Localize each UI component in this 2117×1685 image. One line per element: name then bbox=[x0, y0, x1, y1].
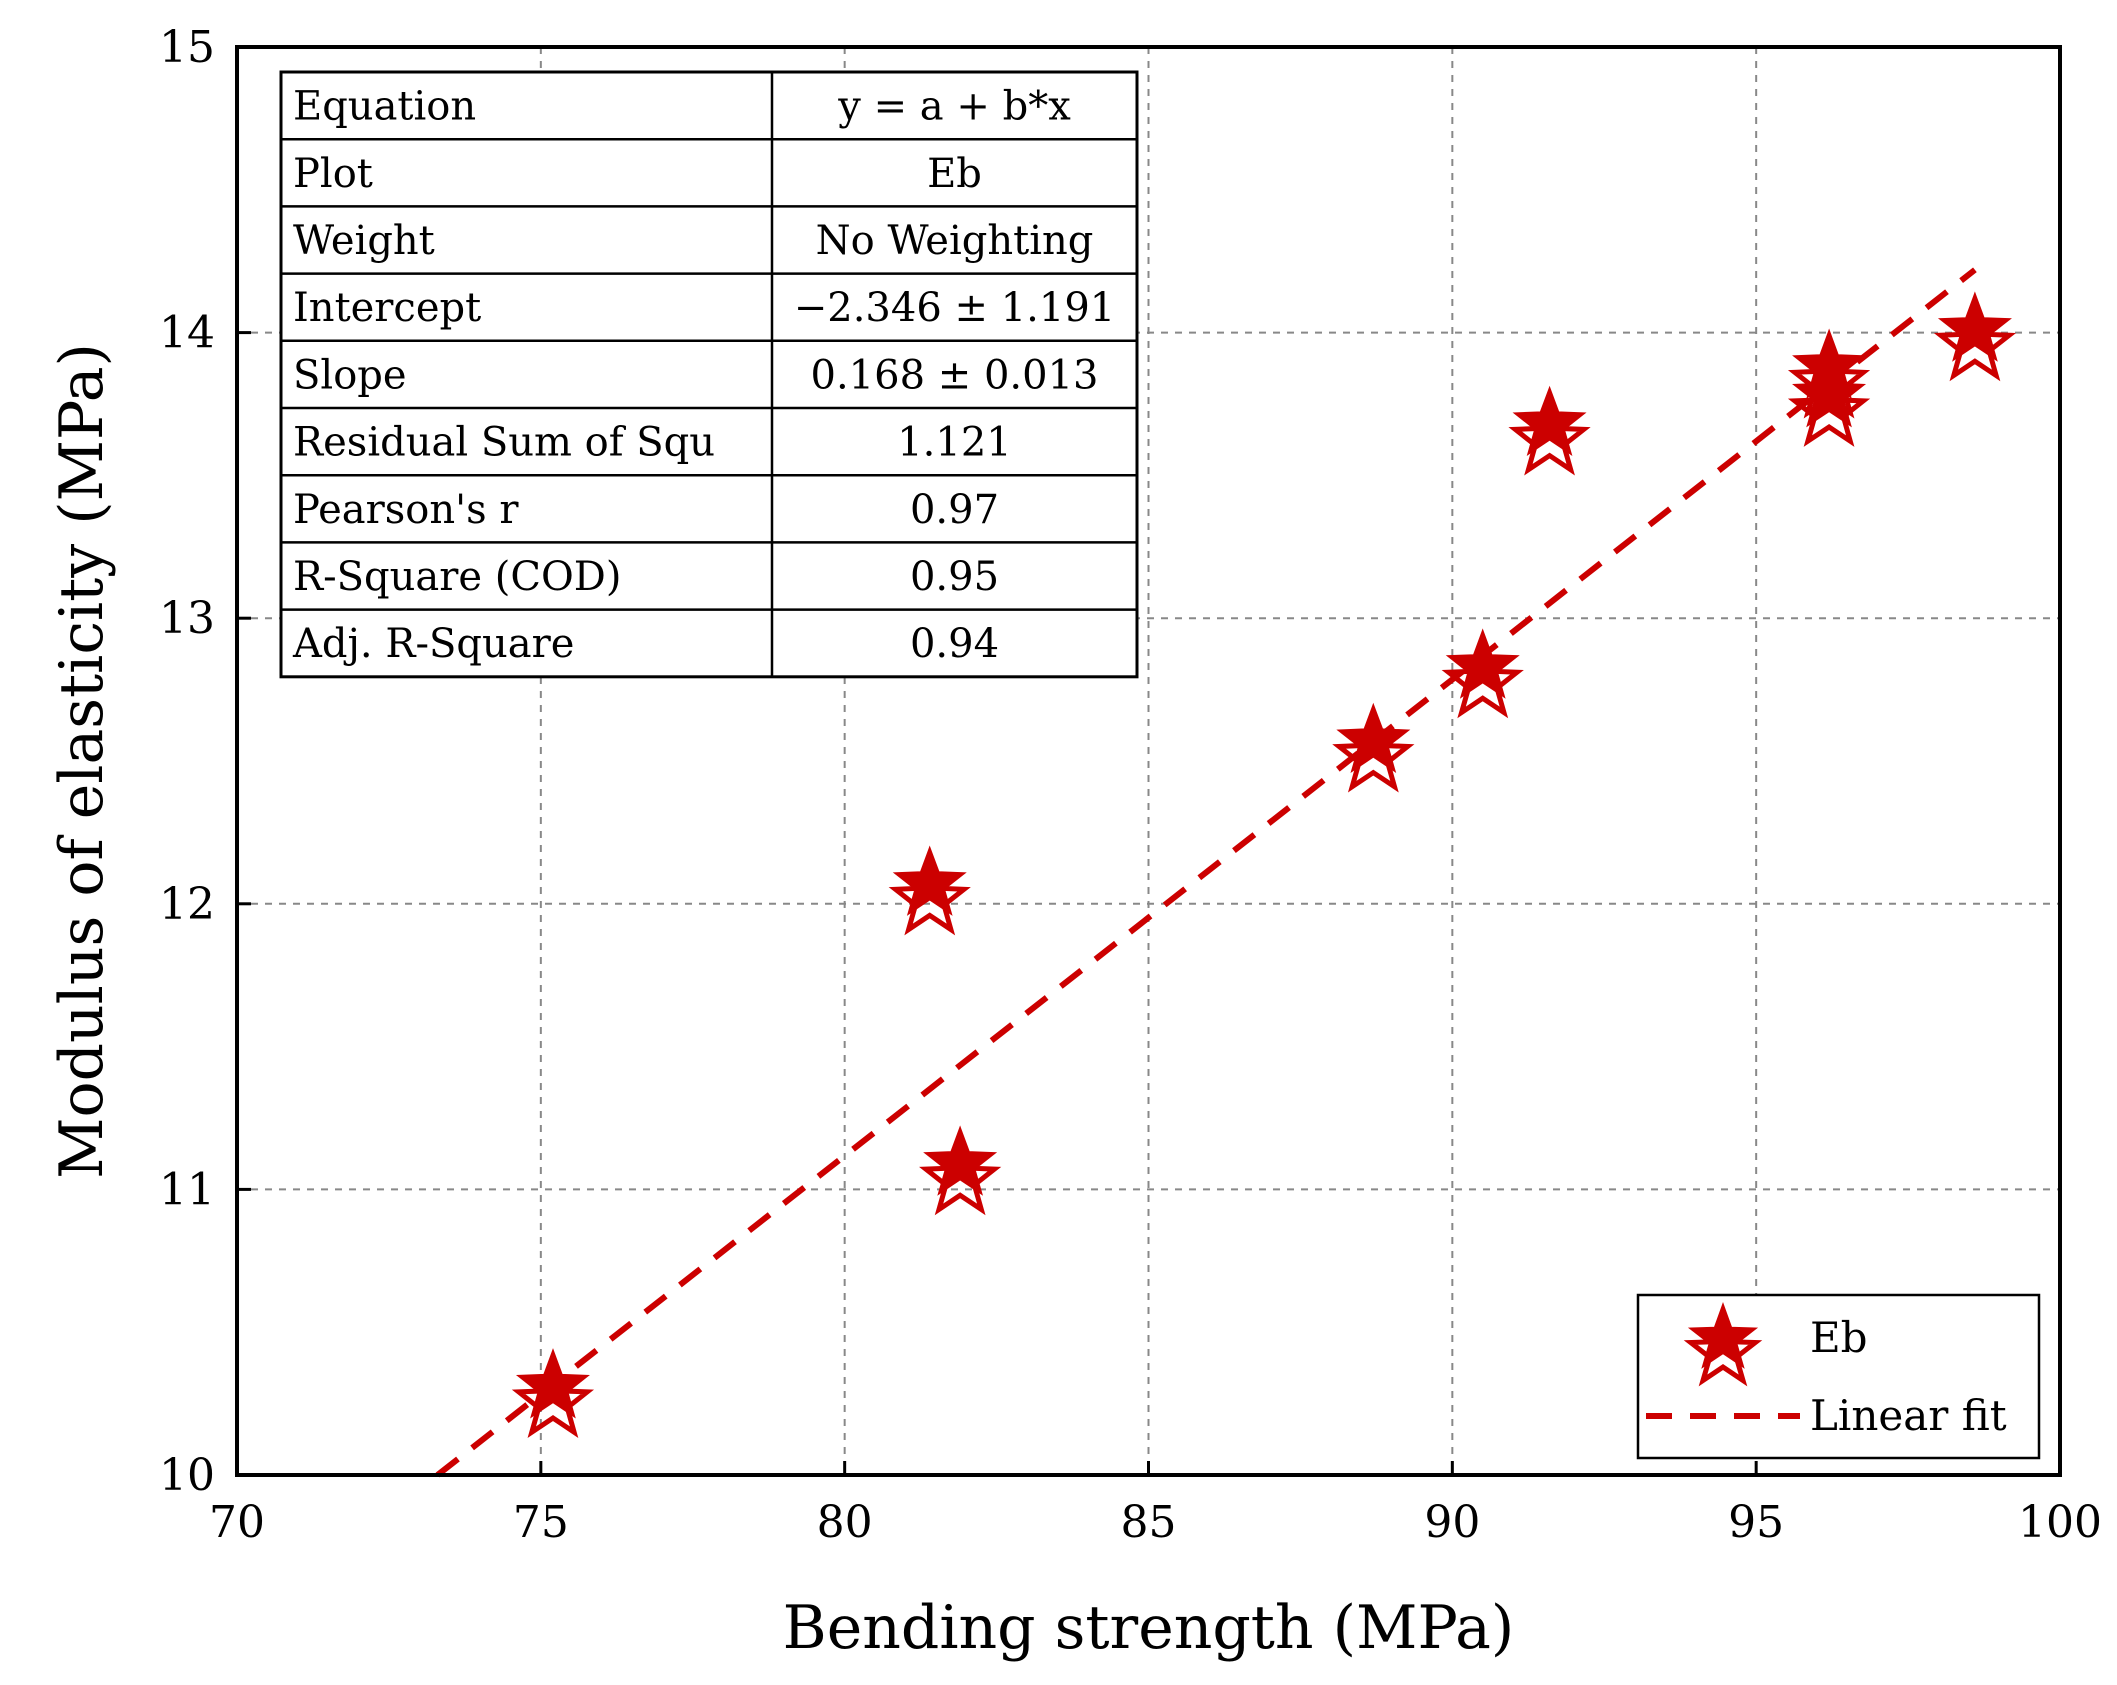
x-tick-label: 100 bbox=[2018, 1497, 2102, 1548]
data-point-star bbox=[1512, 385, 1587, 457]
y-axis-title: Modulus of elasticity (MPa) bbox=[47, 343, 117, 1179]
data-points bbox=[511, 291, 2017, 1439]
data-point-star-outline bbox=[919, 1137, 1002, 1216]
table-cell-label: Equation bbox=[293, 84, 476, 130]
data-point-star bbox=[892, 845, 967, 916]
legend-marker-star bbox=[1687, 1302, 1759, 1369]
data-point-star bbox=[1336, 702, 1411, 774]
table-cell-value: 1.121 bbox=[897, 420, 1012, 466]
x-tick-label: 70 bbox=[209, 1497, 265, 1548]
x-tick-label: 95 bbox=[1728, 1497, 1784, 1548]
legend-label: Linear fit bbox=[1810, 1391, 2007, 1440]
table-cell-value: 0.97 bbox=[910, 487, 999, 533]
table-cell-label: Adj. R-Square bbox=[292, 621, 574, 667]
axis-ticks: 70 75 80 85 90 95 100 10 11 12 13 14 15 bbox=[159, 22, 2102, 1548]
table-cell-label: Slope bbox=[293, 352, 407, 398]
table-cell-value: 0.95 bbox=[910, 554, 999, 600]
data-point-star bbox=[923, 1125, 998, 1196]
y-tick-label: 13 bbox=[159, 593, 215, 644]
x-axis-title: Bending strength (MPa) bbox=[783, 1593, 1515, 1663]
fit-results-table: Equation y = a + b*x Plot Eb Weight No Weight… bbox=[279, 70, 1139, 679]
table-cell-label: Weight bbox=[293, 218, 435, 264]
data-point-star bbox=[1792, 357, 1867, 428]
table-border bbox=[279, 70, 1139, 679]
fit-line bbox=[435, 267, 1977, 1478]
data-point-star-outline bbox=[1332, 714, 1415, 793]
y-tick-label: 10 bbox=[159, 1450, 215, 1501]
x-tick-label: 90 bbox=[1424, 1497, 1480, 1548]
legend-marker-star-outline bbox=[1683, 1311, 1763, 1387]
table-cell-label: Pearson's r bbox=[293, 487, 519, 533]
y-tick-label: 12 bbox=[159, 879, 215, 930]
table-cell-value: 0.94 bbox=[910, 621, 999, 667]
data-point-star-outline bbox=[1508, 397, 1591, 476]
data-point-star-outline bbox=[1441, 640, 1524, 719]
data-point-star bbox=[1937, 291, 2012, 362]
legend: Eb Linear fit bbox=[1636, 1293, 2041, 1460]
table-cell-label: R-Square (COD) bbox=[293, 554, 621, 600]
data-point-star-outline bbox=[1787, 368, 1871, 447]
data-point-star-outline bbox=[511, 1359, 595, 1439]
table-cell-value: No Weighting bbox=[816, 218, 1094, 264]
x-tick-label: 75 bbox=[513, 1497, 569, 1548]
table-cell-label: Residual Sum of Squ bbox=[293, 420, 715, 466]
table-cell-value: Eb bbox=[927, 151, 982, 197]
data-point-star bbox=[515, 1348, 590, 1419]
x-tick-label: 85 bbox=[1121, 1497, 1177, 1548]
table-cell-value: 0.168 ± 0.013 bbox=[811, 352, 1099, 398]
legend-label: Eb bbox=[1810, 1313, 1868, 1362]
table-cell-value: −2.346 ± 1.191 bbox=[794, 285, 1115, 331]
data-point-star-outline bbox=[888, 857, 971, 936]
data-point-star-outline bbox=[1933, 303, 2017, 382]
table-cell-label: Intercept bbox=[293, 285, 481, 331]
table-cell-label: Plot bbox=[293, 151, 373, 197]
data-point-star bbox=[1445, 628, 1520, 699]
y-tick-label: 14 bbox=[159, 308, 215, 359]
y-tick-label: 15 bbox=[159, 22, 215, 73]
table-cell-value: y = a + b*x bbox=[837, 84, 1071, 130]
x-tick-label: 80 bbox=[817, 1497, 873, 1548]
fit-lines bbox=[435, 267, 1977, 1478]
y-tick-label: 11 bbox=[159, 1164, 215, 1215]
